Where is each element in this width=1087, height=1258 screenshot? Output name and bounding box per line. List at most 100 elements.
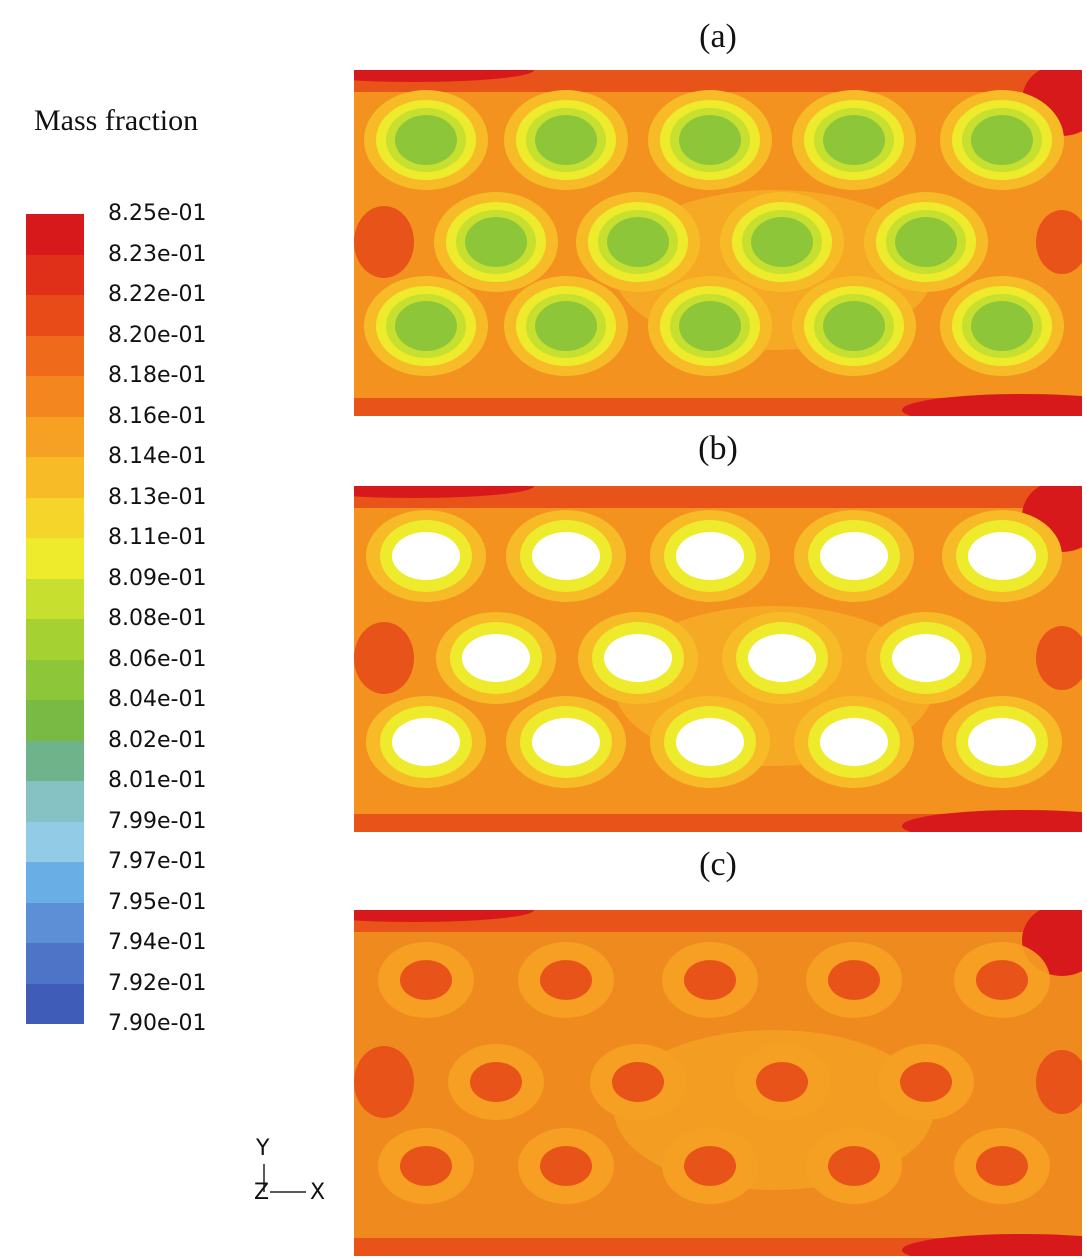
warm-region bbox=[354, 1046, 414, 1118]
colorbar-tick-label: 7.97e-01 bbox=[108, 849, 207, 874]
hot-spot bbox=[902, 810, 1082, 832]
obstacle-contour bbox=[506, 696, 626, 788]
obstacle-contour bbox=[378, 1128, 474, 1204]
obstacle-contour bbox=[434, 192, 558, 292]
colorbar-segment bbox=[26, 902, 84, 943]
obstacle-contour bbox=[954, 1128, 1050, 1204]
colorbar-tick-label: 8.02e-01 bbox=[108, 727, 207, 753]
colorbar-segment bbox=[26, 295, 84, 336]
obstacle-contour bbox=[954, 942, 1050, 1018]
hot-spot bbox=[902, 394, 1082, 416]
colorbar-segment bbox=[26, 416, 84, 457]
hot-spot bbox=[354, 70, 534, 82]
obstacle-contour bbox=[518, 1128, 614, 1204]
obstacle-contour bbox=[806, 1128, 902, 1204]
colorbar-tick-label: 8.09e-01 bbox=[108, 565, 207, 591]
colorbar-tick-label: 8.18e-01 bbox=[108, 363, 207, 388]
colorbar bbox=[26, 214, 84, 1024]
obstacle-contour bbox=[366, 510, 486, 602]
obstacle-contour bbox=[662, 942, 758, 1018]
obstacle-contour bbox=[864, 192, 988, 292]
obstacle-contour bbox=[720, 192, 844, 292]
colorbar-segment bbox=[26, 781, 84, 822]
boundary-band-top bbox=[354, 910, 1082, 932]
contour-panel-a bbox=[354, 70, 1082, 416]
panel-label-c: (c) bbox=[699, 846, 737, 883]
warm-region bbox=[1036, 626, 1082, 690]
colorbar-tick-label: 7.95e-01 bbox=[108, 889, 207, 915]
colorbar-tick-label: 8.11e-01 bbox=[108, 525, 207, 550]
obstacle-contour bbox=[578, 612, 698, 704]
obstacle-contour bbox=[866, 612, 986, 704]
colorbar-tick-label: 8.20e-01 bbox=[108, 322, 207, 348]
obstacle-contour bbox=[940, 276, 1064, 376]
obstacle-contour bbox=[378, 942, 474, 1018]
colorbar-segment bbox=[26, 619, 84, 660]
obstacle-contour bbox=[364, 90, 488, 190]
colorbar-segment bbox=[26, 740, 84, 781]
obstacle-contour bbox=[448, 1044, 544, 1120]
colorbar-segment bbox=[26, 335, 84, 376]
boundary-band-bottom bbox=[354, 1238, 1082, 1256]
colorbar-tick-label: 8.06e-01 bbox=[108, 646, 207, 672]
legend-title: Mass fraction bbox=[34, 104, 199, 137]
obstacle-contour bbox=[878, 1044, 974, 1120]
colorbar-segment bbox=[26, 214, 84, 255]
obstacle-contour bbox=[942, 696, 1062, 788]
colorbar-tick-label: 8.23e-01 bbox=[108, 241, 207, 267]
colorbar-tick-label: 8.14e-01 bbox=[108, 444, 207, 469]
boundary-band-top bbox=[354, 70, 1082, 92]
colorbar-segment bbox=[26, 497, 84, 538]
obstacle-contour bbox=[794, 696, 914, 788]
colorbar-tick-label: 7.92e-01 bbox=[108, 970, 207, 996]
boundary-band-bottom bbox=[354, 814, 1082, 832]
obstacle-contour bbox=[366, 696, 486, 788]
obstacle-contour bbox=[648, 90, 772, 190]
warm-region bbox=[1036, 210, 1082, 274]
warm-region bbox=[354, 206, 414, 278]
obstacle-contour bbox=[794, 510, 914, 602]
obstacle-contour bbox=[734, 1044, 830, 1120]
contour-panel-b bbox=[354, 486, 1082, 832]
obstacle-contour bbox=[436, 612, 556, 704]
colorbar-tick-label: 8.16e-01 bbox=[108, 403, 207, 429]
obstacle-contour bbox=[504, 276, 628, 376]
obstacle-contour bbox=[648, 276, 772, 376]
hot-spot bbox=[354, 910, 534, 922]
axes-triad: Y Z X bbox=[248, 1130, 338, 1210]
obstacle-contour bbox=[722, 612, 842, 704]
colorbar-tick-label: 7.94e-01 bbox=[108, 930, 207, 955]
colorbar-segment bbox=[26, 376, 84, 417]
obstacle-contour bbox=[506, 510, 626, 602]
colorbar-ticks: 8.25e-01 8.23e-01 8.22e-01 8.20e-01 8.18e-01… bbox=[108, 202, 238, 1042]
colorbar-segment bbox=[26, 821, 84, 862]
obstacle-contour bbox=[792, 276, 916, 376]
colorbar-segment bbox=[26, 943, 84, 984]
colorbar-tick-label: 7.99e-01 bbox=[108, 808, 207, 834]
colorbar-tick-label: 8.25e-01 bbox=[108, 201, 207, 226]
obstacle-contour bbox=[662, 1128, 758, 1204]
colorbar-segment bbox=[26, 983, 84, 1024]
contour-panel-c bbox=[354, 910, 1082, 1256]
obstacle-contour bbox=[518, 942, 614, 1018]
obstacle-contour bbox=[792, 90, 916, 190]
obstacle-contour bbox=[806, 942, 902, 1018]
colorbar-tick-label: 8.04e-01 bbox=[108, 687, 207, 712]
obstacle-contour bbox=[576, 192, 700, 292]
boundary-band-top bbox=[354, 486, 1082, 508]
colorbar-tick-label: 8.13e-01 bbox=[108, 484, 207, 510]
obstacle-contour bbox=[650, 696, 770, 788]
panel-label-a: (a) bbox=[699, 18, 737, 55]
colorbar-segment bbox=[26, 254, 84, 295]
colorbar-segment bbox=[26, 700, 84, 741]
hot-spot bbox=[902, 1234, 1082, 1256]
colorbar-tick-label: 8.22e-01 bbox=[108, 282, 207, 307]
obstacle-contour bbox=[942, 510, 1062, 602]
colorbar-tick-label: 8.01e-01 bbox=[108, 768, 207, 793]
colorbar-segment bbox=[26, 538, 84, 579]
obstacle-contour bbox=[590, 1044, 686, 1120]
panel-label-b: (b) bbox=[698, 430, 738, 467]
obstacle-contour bbox=[650, 510, 770, 602]
colorbar-segment bbox=[26, 659, 84, 700]
axis-z-label: Z bbox=[254, 1180, 270, 1205]
